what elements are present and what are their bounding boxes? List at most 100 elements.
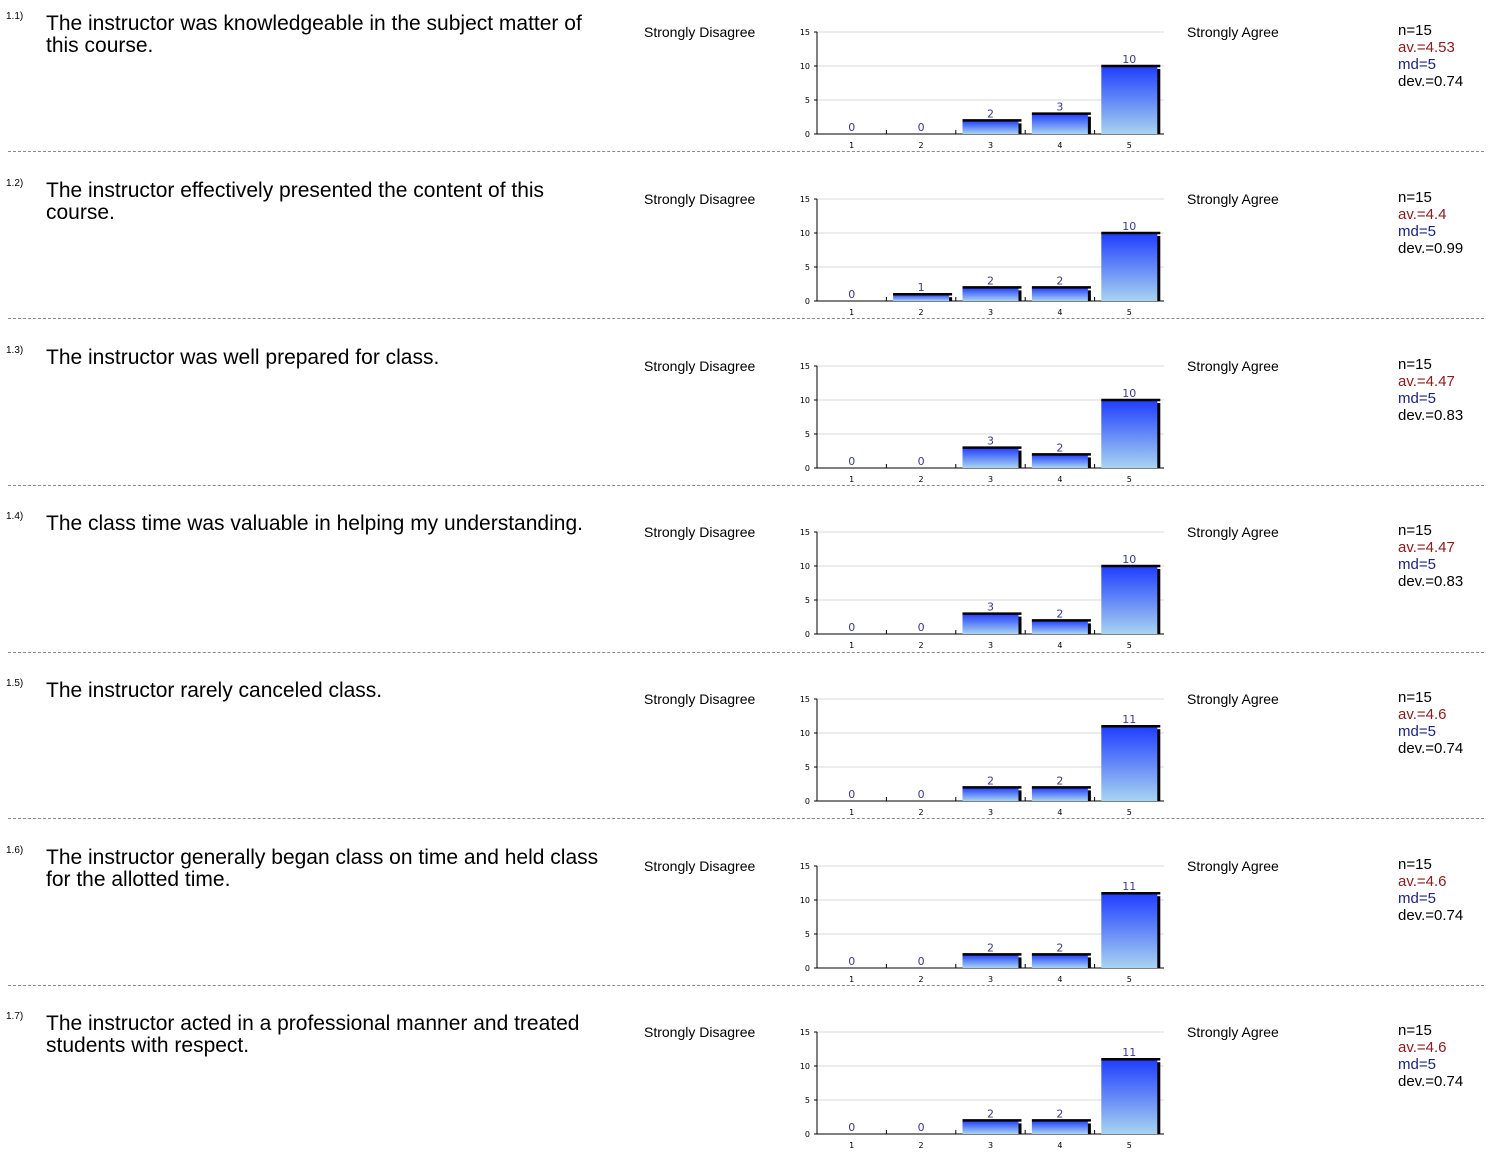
histogram-chart: 0 5 10 15 0 1 1 2 2 3 2 4 10 5 [800,195,1164,317]
y-tick-label: 0 [805,464,810,473]
x-tick-label: 3 [988,475,993,484]
stat-n: n=15 [1398,22,1432,39]
bar [1031,620,1088,634]
y-tick-label: 0 [805,630,810,639]
stat-median: md=5 [1398,890,1436,907]
y-tick-label: 5 [805,930,810,939]
bar-value-label: 11 [1122,1046,1136,1059]
question-number: 1.4) [6,511,24,522]
x-tick-label: 4 [1057,641,1062,650]
question-row: 1.5) The instructor rarely canceled clas… [0,678,1497,830]
y-tick-label: 15 [800,528,810,537]
scale-left-label: Strongly Disagree [644,191,756,207]
y-tick-label: 5 [805,1096,810,1105]
stat-average: av.=4.53 [1398,39,1455,56]
bar-value-label: 0 [918,955,925,968]
x-tick-label: 1 [849,1141,854,1150]
bar [1101,233,1158,301]
bar [1101,726,1158,801]
y-tick-label: 10 [800,562,810,571]
stats-block: n=15 av.=4.6 md=5 dev.=0.74 [1398,689,1463,757]
bar-value-label: 1 [918,281,925,294]
stats-block: n=15 av.=4.4 md=5 dev.=0.99 [1398,189,1463,257]
bar [962,1120,1019,1134]
x-tick-label: 4 [1057,308,1062,317]
question-text: The instructor generally began class on … [46,846,599,891]
x-tick-label: 5 [1127,641,1132,650]
question-text: The instructor was well prepared for cla… [46,346,440,369]
x-tick-label: 3 [988,975,993,984]
row-separator [8,985,1484,986]
bar [1101,566,1158,634]
x-tick-label: 5 [1127,475,1132,484]
bar-value-label: 10 [1122,553,1136,566]
stats-block: n=15 av.=4.6 md=5 dev.=0.74 [1398,1022,1463,1090]
y-tick-label: 15 [800,695,810,704]
x-tick-label: 3 [988,641,993,650]
stat-n: n=15 [1398,356,1432,373]
x-tick-label: 4 [1057,141,1062,150]
question-text: The instructor effectively presented the… [46,179,545,224]
bar [893,294,950,301]
bar-value-label: 2 [987,941,994,954]
bar-value-label: 0 [918,121,925,134]
y-tick-label: 15 [800,862,810,871]
x-tick-label: 3 [988,808,993,817]
bar [1031,454,1088,468]
question-text: The instructor acted in a professional m… [46,1012,580,1057]
stats-block: n=15 av.=4.47 md=5 dev.=0.83 [1398,356,1463,424]
stat-deviation: dev.=0.83 [1398,407,1464,424]
y-tick-label: 15 [800,1028,810,1037]
scale-right-label: Strongly Agree [1187,24,1279,40]
stat-n: n=15 [1398,856,1432,873]
row-separator [8,151,1484,152]
bar-value-label: 0 [848,455,855,468]
stat-n: n=15 [1398,689,1432,706]
x-tick-label: 1 [849,141,854,150]
y-tick-label: 10 [800,729,810,738]
bar [962,120,1019,134]
question-number: 1.3) [6,345,24,356]
scale-left-label: Strongly Disagree [644,524,756,540]
stat-average: av.=4.6 [1398,1039,1447,1056]
row-separator [8,652,1484,653]
question-row: 1.3) The instructor was well prepared fo… [0,345,1497,497]
bar [1101,400,1158,468]
y-tick-label: 15 [800,362,810,371]
bar [962,613,1019,634]
x-tick-label: 5 [1127,141,1132,150]
x-tick-label: 2 [919,475,924,484]
bar-value-label: 0 [848,1121,855,1134]
x-tick-label: 3 [988,308,993,317]
x-tick-label: 5 [1127,1141,1132,1150]
stat-average: av.=4.6 [1398,706,1447,723]
scale-right-label: Strongly Agree [1187,358,1279,374]
bar-value-label: 0 [848,788,855,801]
stat-deviation: dev.=0.83 [1398,573,1464,590]
y-tick-label: 5 [805,763,810,772]
bar-value-label: 3 [987,601,994,614]
stat-median: md=5 [1398,56,1436,73]
scale-left-label: Strongly Disagree [644,691,756,707]
bar [962,287,1019,301]
scale-right-label: Strongly Agree [1187,858,1279,874]
x-tick-label: 2 [919,1141,924,1150]
x-tick-label: 1 [849,808,854,817]
x-tick-label: 4 [1057,1141,1062,1150]
bar-value-label: 0 [848,955,855,968]
stat-deviation: dev.=0.74 [1398,907,1464,924]
y-tick-label: 5 [805,596,810,605]
bar-value-label: 2 [1056,441,1063,454]
question-number: 1.5) [6,678,24,689]
bar-value-label: 2 [987,774,994,787]
x-tick-label: 3 [988,141,993,150]
scale-right-label: Strongly Agree [1187,1024,1279,1040]
bar-value-label: 2 [987,107,994,120]
question-number: 1.7) [6,1011,24,1022]
row-separator [8,318,1484,319]
stat-average: av.=4.6 [1398,873,1447,890]
scale-left-label: Strongly Disagree [644,358,756,374]
